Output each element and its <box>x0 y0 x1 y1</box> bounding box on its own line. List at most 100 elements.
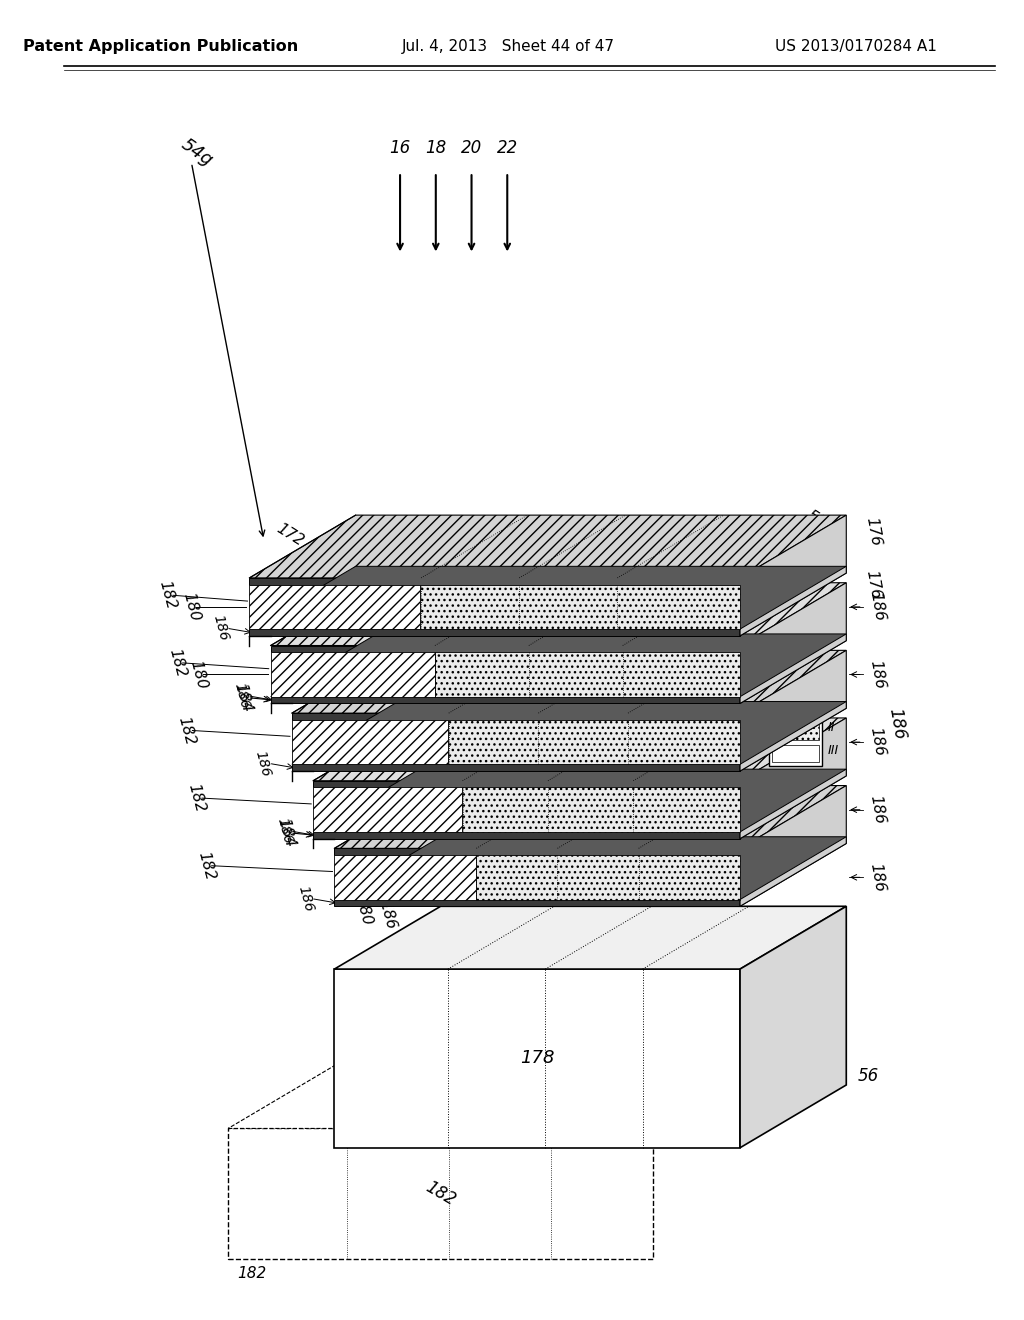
Text: 182: 182 <box>422 1177 459 1209</box>
Text: Jul. 4, 2013   Sheet 44 of 47: Jul. 4, 2013 Sheet 44 of 47 <box>401 40 614 54</box>
Text: 165: 165 <box>440 801 473 829</box>
Polygon shape <box>292 719 449 764</box>
Polygon shape <box>335 907 846 969</box>
Text: 186: 186 <box>295 884 315 913</box>
Text: 186: 186 <box>867 795 888 825</box>
Text: 182: 182 <box>195 850 217 882</box>
Polygon shape <box>476 855 740 899</box>
Text: 58: 58 <box>535 869 556 887</box>
Text: 58: 58 <box>567 598 589 616</box>
Text: 176: 176 <box>651 537 684 565</box>
Text: 178: 178 <box>520 1049 554 1068</box>
Polygon shape <box>335 849 740 855</box>
Text: Patent Application Publication: Patent Application Publication <box>23 40 298 54</box>
Text: 58: 58 <box>596 869 616 887</box>
Bar <box>772 698 819 718</box>
Bar <box>769 694 822 766</box>
Text: 182: 182 <box>238 1266 267 1280</box>
Polygon shape <box>250 515 846 578</box>
Polygon shape <box>740 718 846 838</box>
Text: 186: 186 <box>210 614 230 643</box>
Polygon shape <box>449 719 740 764</box>
Polygon shape <box>740 770 846 838</box>
Polygon shape <box>740 701 846 771</box>
Text: 165: 165 <box>526 540 559 569</box>
Text: US 2013/0170284 A1: US 2013/0170284 A1 <box>775 40 937 54</box>
Text: 176: 176 <box>863 569 884 601</box>
Polygon shape <box>313 718 846 780</box>
Text: 58: 58 <box>574 665 596 684</box>
Text: 184: 184 <box>275 817 297 849</box>
Text: 172: 172 <box>361 795 394 824</box>
Polygon shape <box>740 907 846 1148</box>
Polygon shape <box>250 578 740 585</box>
Polygon shape <box>462 788 740 832</box>
Text: 180: 180 <box>352 895 375 927</box>
Polygon shape <box>313 770 846 832</box>
Polygon shape <box>270 645 740 652</box>
Text: 18: 18 <box>425 139 446 157</box>
Text: 54g: 54g <box>178 136 216 170</box>
Text: 176: 176 <box>645 808 678 836</box>
Polygon shape <box>250 566 846 630</box>
Text: 58: 58 <box>504 665 525 684</box>
Text: 165: 165 <box>397 537 430 565</box>
Text: 186: 186 <box>274 816 294 846</box>
Polygon shape <box>292 764 740 771</box>
Text: 186: 186 <box>253 748 273 777</box>
Text: 176: 176 <box>863 516 884 548</box>
Polygon shape <box>292 651 846 713</box>
Text: 58: 58 <box>494 598 515 616</box>
Text: 58: 58 <box>589 800 609 820</box>
Text: II: II <box>828 722 836 734</box>
Text: 58: 58 <box>317 531 342 553</box>
Text: I: I <box>828 698 831 711</box>
Polygon shape <box>740 634 846 704</box>
Text: 186: 186 <box>867 862 888 894</box>
Polygon shape <box>335 899 740 907</box>
Text: 180: 180 <box>187 659 209 690</box>
Text: 178: 178 <box>814 513 839 546</box>
Text: 16: 16 <box>389 139 411 157</box>
Text: 186: 186 <box>377 899 398 931</box>
Polygon shape <box>335 785 846 849</box>
Polygon shape <box>250 630 740 636</box>
Text: 58: 58 <box>582 733 603 751</box>
Text: 186: 186 <box>867 659 888 690</box>
Polygon shape <box>420 585 740 630</box>
Polygon shape <box>740 651 846 771</box>
Polygon shape <box>335 969 740 1148</box>
Text: 180: 180 <box>180 591 203 623</box>
Polygon shape <box>740 515 846 636</box>
Text: 182: 182 <box>166 647 188 678</box>
Text: 56: 56 <box>858 1068 880 1085</box>
Polygon shape <box>740 785 846 907</box>
Polygon shape <box>292 701 846 764</box>
Polygon shape <box>270 582 846 645</box>
Polygon shape <box>250 585 420 630</box>
Polygon shape <box>740 566 846 636</box>
Polygon shape <box>740 837 846 907</box>
Text: 182: 182 <box>175 714 198 747</box>
Text: 186: 186 <box>231 681 252 710</box>
Polygon shape <box>335 837 846 899</box>
Text: 58: 58 <box>514 733 536 751</box>
Polygon shape <box>228 1065 760 1129</box>
Text: 22: 22 <box>497 139 518 157</box>
Polygon shape <box>270 634 846 697</box>
Polygon shape <box>313 788 462 832</box>
Text: 186: 186 <box>885 706 908 742</box>
Polygon shape <box>292 713 740 719</box>
Text: 186: 186 <box>867 591 888 623</box>
Polygon shape <box>313 832 740 838</box>
Bar <box>772 723 819 741</box>
Text: 182: 182 <box>157 579 178 611</box>
Polygon shape <box>270 697 740 704</box>
Text: 165: 165 <box>555 805 588 834</box>
Polygon shape <box>435 652 740 697</box>
Polygon shape <box>228 1129 653 1259</box>
Text: 186: 186 <box>867 726 888 758</box>
Text: 172: 172 <box>273 521 306 549</box>
Text: 20: 20 <box>461 139 482 157</box>
Text: 182: 182 <box>185 781 207 814</box>
